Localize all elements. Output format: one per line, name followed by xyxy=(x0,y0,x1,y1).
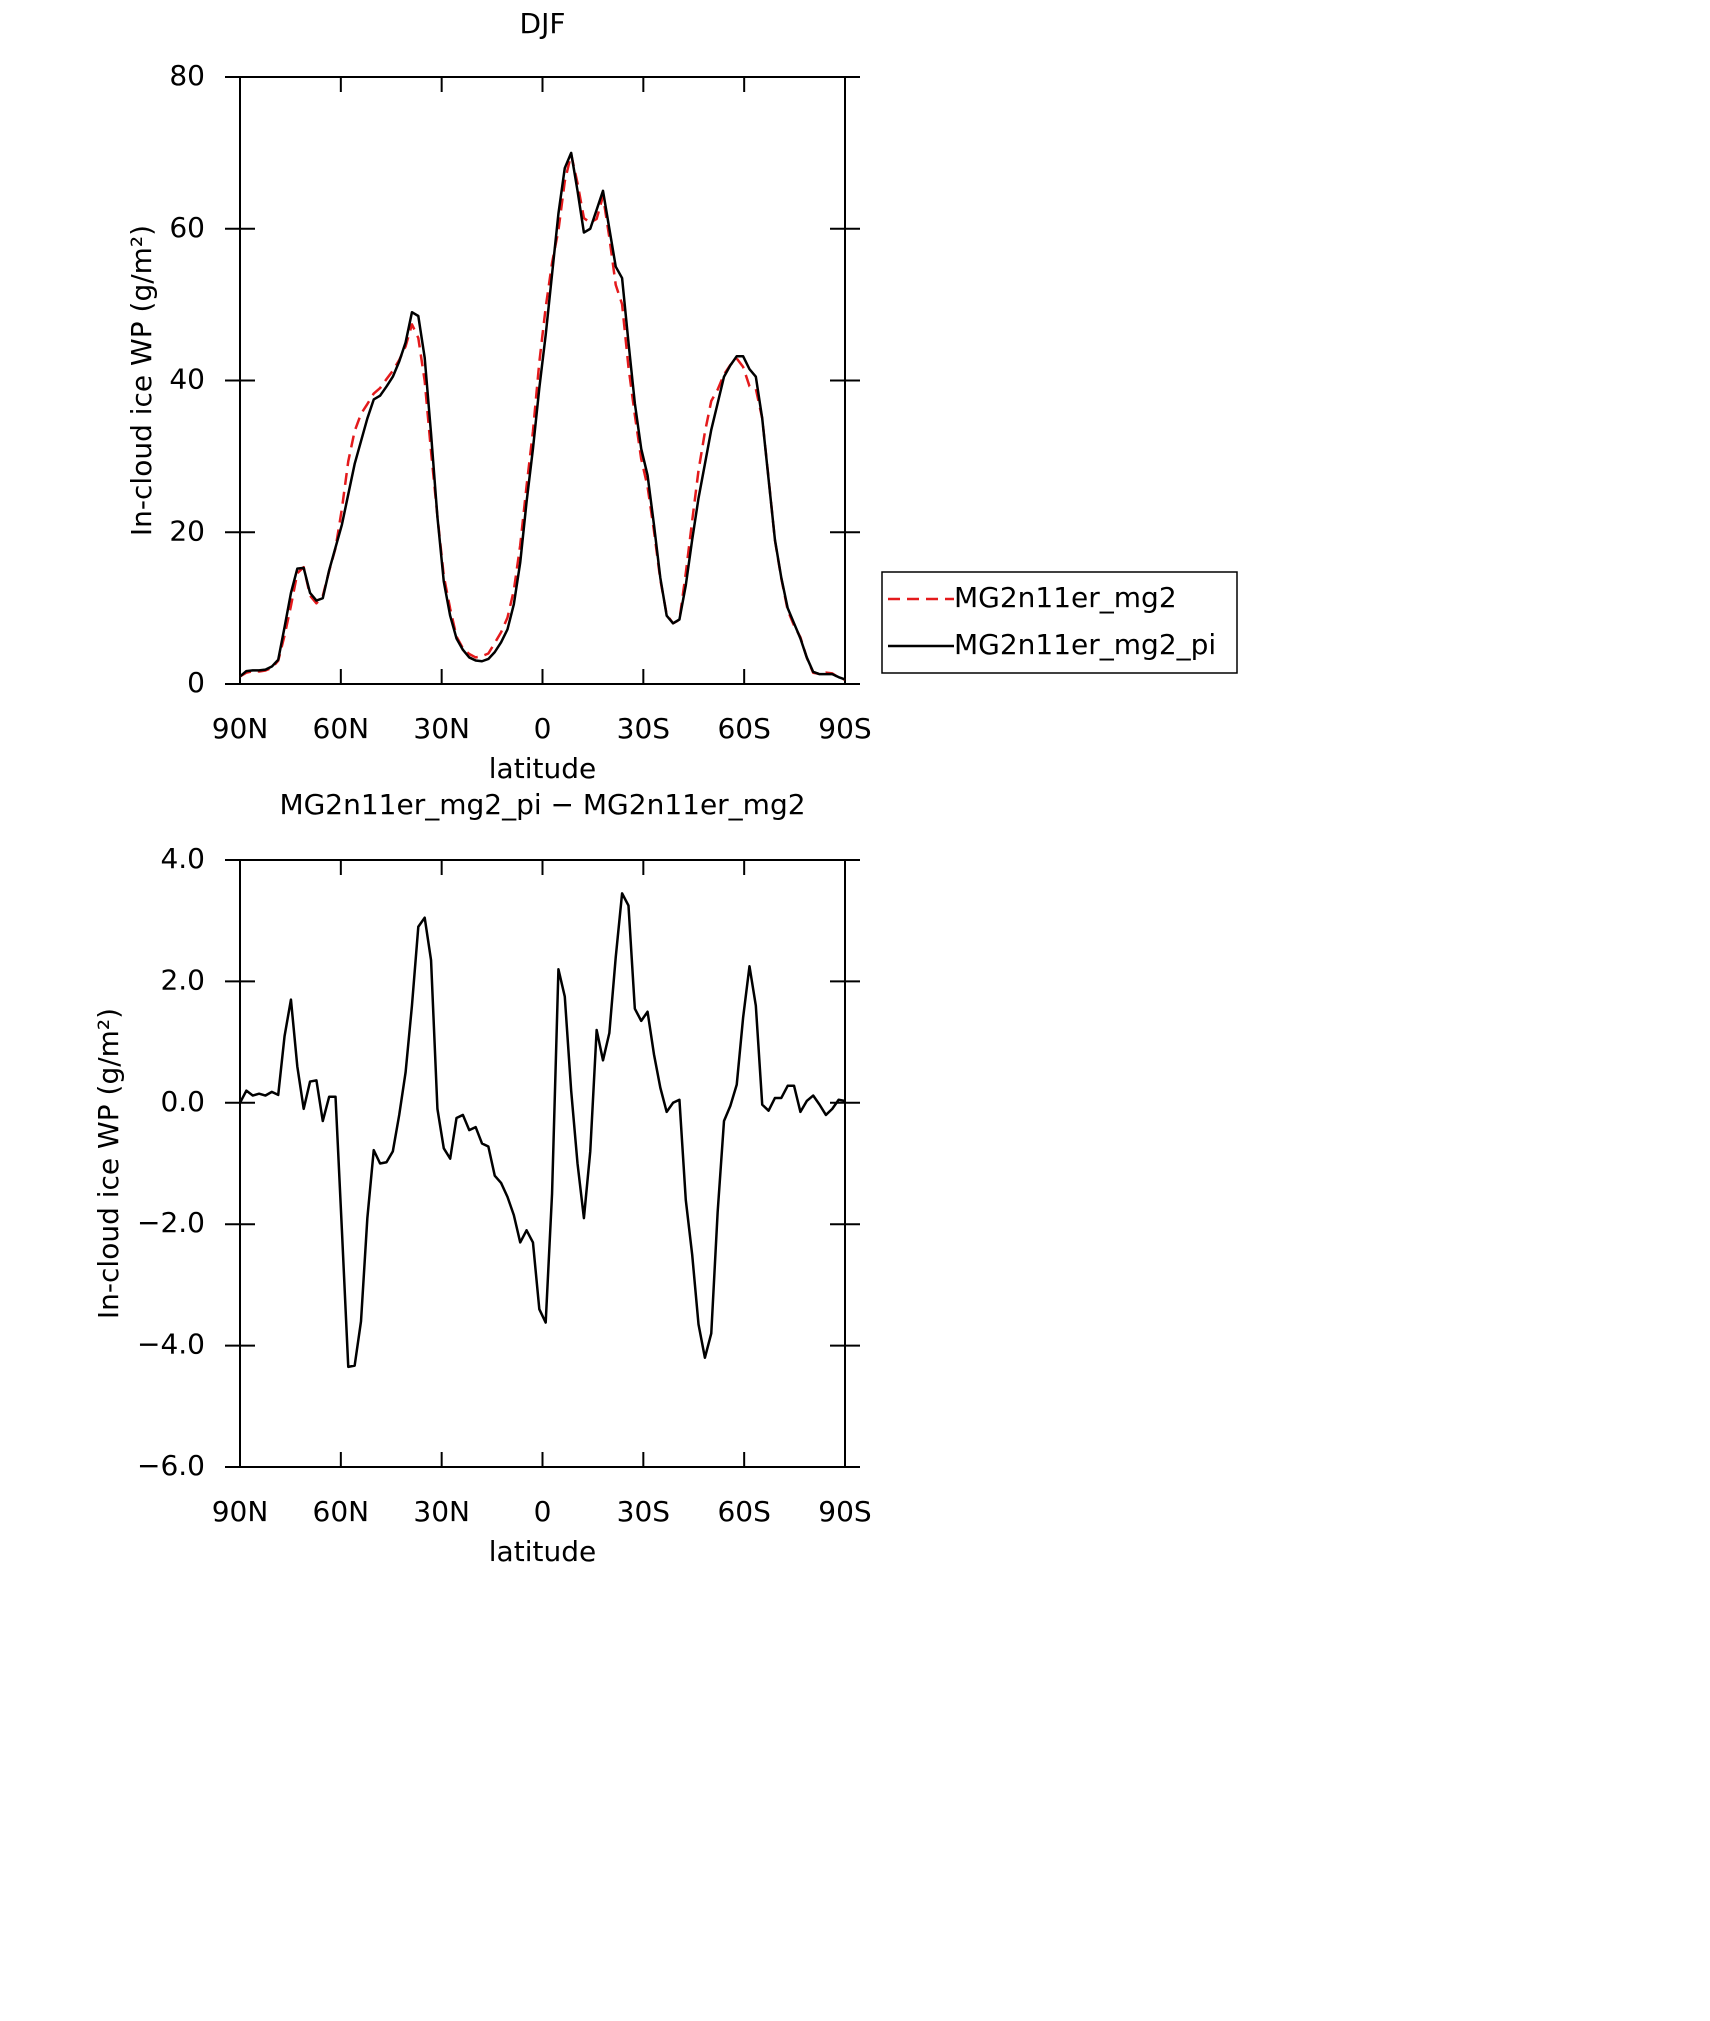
y-tick-label: 0.0 xyxy=(160,1085,205,1118)
x-tick-label: 0 xyxy=(534,1495,552,1528)
plot-frame xyxy=(239,76,846,685)
chart-title: DJF xyxy=(520,7,566,40)
y-tick-label: −6.0 xyxy=(137,1449,205,1482)
data-line xyxy=(239,153,846,681)
x-tick-label: 90S xyxy=(818,1495,871,1528)
data-line xyxy=(238,892,846,1369)
legend-label: MG2n11er_mg2 xyxy=(954,581,1177,614)
y-tick-label: 40 xyxy=(169,363,205,396)
chart-title: MG2n11er_mg2_pi − MG2n11er_mg2 xyxy=(279,788,805,821)
y-tick-label: 20 xyxy=(169,514,205,547)
x-tick-label: 90S xyxy=(818,712,871,745)
y-axis-label: In-cloud ice WP (g/m²) xyxy=(92,1008,125,1319)
x-tick-label: 90N xyxy=(212,1495,269,1528)
data-line xyxy=(239,151,846,681)
x-tick-label: 30N xyxy=(413,1495,470,1528)
y-tick-label: 0 xyxy=(187,666,205,699)
x-axis-label: latitude xyxy=(489,1535,596,1568)
x-tick-label: 30S xyxy=(617,712,670,745)
y-axis-label: In-cloud ice WP (g/m²) xyxy=(125,225,158,536)
plot-frame xyxy=(239,859,846,1468)
x-tick-label: 90N xyxy=(212,712,269,745)
y-tick-label: 4.0 xyxy=(160,842,205,875)
x-tick-label: 30S xyxy=(617,1495,670,1528)
x-tick-label: 60N xyxy=(313,712,370,745)
legend-box xyxy=(881,571,1238,674)
x-tick-label: 60S xyxy=(717,1495,770,1528)
y-tick-label: 60 xyxy=(169,211,205,244)
y-tick-label: −2.0 xyxy=(137,1206,205,1239)
y-tick-label: 2.0 xyxy=(160,963,205,996)
legend-label: MG2n11er_mg2_pi xyxy=(954,628,1216,661)
x-tick-label: 60N xyxy=(313,1495,370,1528)
x-axis-label: latitude xyxy=(489,752,596,785)
x-tick-label: 30N xyxy=(413,712,470,745)
y-tick-label: 80 xyxy=(169,59,205,92)
x-tick-label: 60S xyxy=(717,712,770,745)
y-tick-label: −4.0 xyxy=(137,1328,205,1361)
x-tick-label: 0 xyxy=(534,712,552,745)
